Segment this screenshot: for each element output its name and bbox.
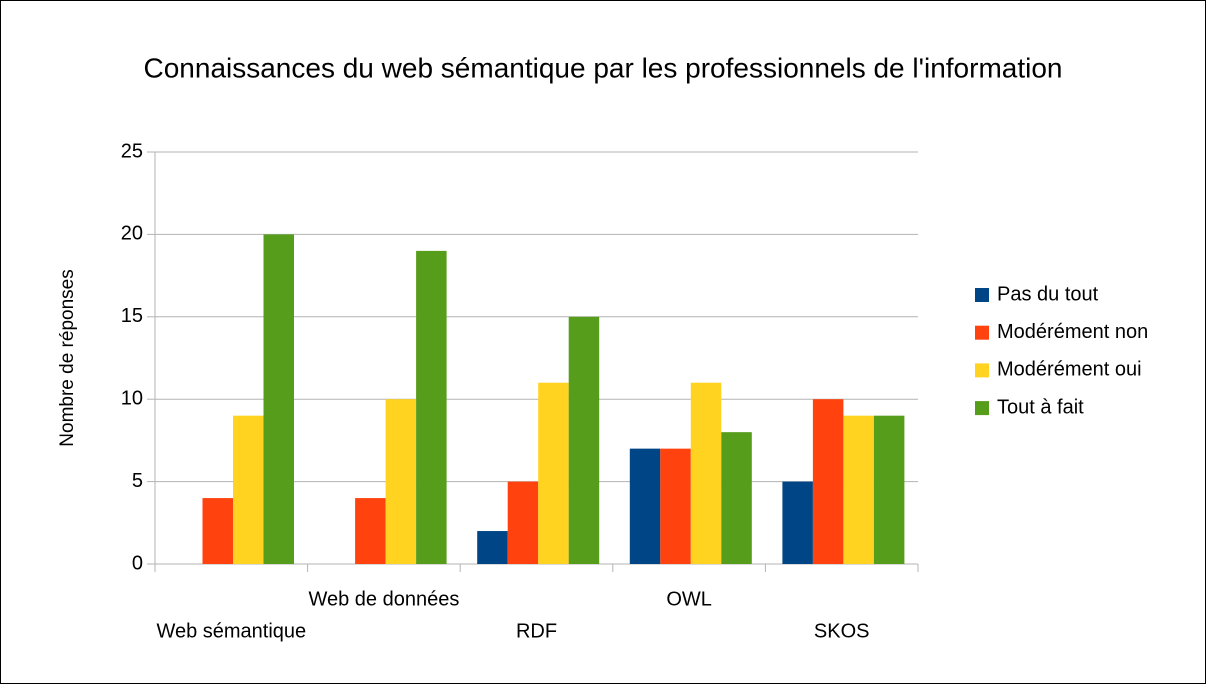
y-tick-label: 25	[121, 140, 143, 162]
y-tick-label: 15	[121, 305, 143, 327]
chart-title: Connaissances du web sémantique par les …	[144, 52, 1063, 83]
bar	[507, 481, 539, 564]
x-tick-label: SKOS	[814, 620, 870, 642]
legend-label: Tout à fait	[997, 396, 1084, 418]
bar	[660, 448, 691, 564]
bar	[416, 250, 447, 564]
x-tick-label: RDF	[516, 620, 557, 642]
bar	[873, 415, 905, 564]
x-tick-label: OWL	[666, 588, 712, 610]
bar	[568, 316, 600, 564]
legend-swatch	[975, 401, 989, 416]
bar	[538, 382, 569, 564]
y-tick-label: 10	[121, 387, 143, 409]
legend-label: Modérément non	[997, 321, 1148, 343]
bar	[385, 399, 417, 564]
legend-swatch	[975, 325, 989, 340]
legend-label: Pas du tout	[997, 283, 1099, 305]
bar	[233, 415, 264, 564]
y-axis-label: Nombre de réponses	[57, 269, 78, 446]
bar	[629, 448, 661, 564]
x-tick-label: Web de données	[308, 588, 459, 610]
bar	[843, 415, 874, 564]
bar	[812, 399, 844, 564]
legend-swatch	[975, 288, 989, 302]
bar	[477, 531, 508, 564]
legend-swatch	[975, 363, 989, 378]
bar	[263, 234, 294, 564]
bar	[355, 498, 386, 564]
y-tick-label: 20	[121, 223, 143, 245]
bar	[782, 481, 813, 564]
legend-label: Modérément oui	[997, 359, 1142, 381]
y-tick-label: 0	[132, 552, 143, 574]
x-tick-label: Web sémantique	[156, 620, 306, 642]
bar	[721, 432, 752, 564]
bar	[202, 498, 233, 564]
y-tick-label: 5	[132, 470, 143, 492]
bar	[690, 382, 722, 564]
